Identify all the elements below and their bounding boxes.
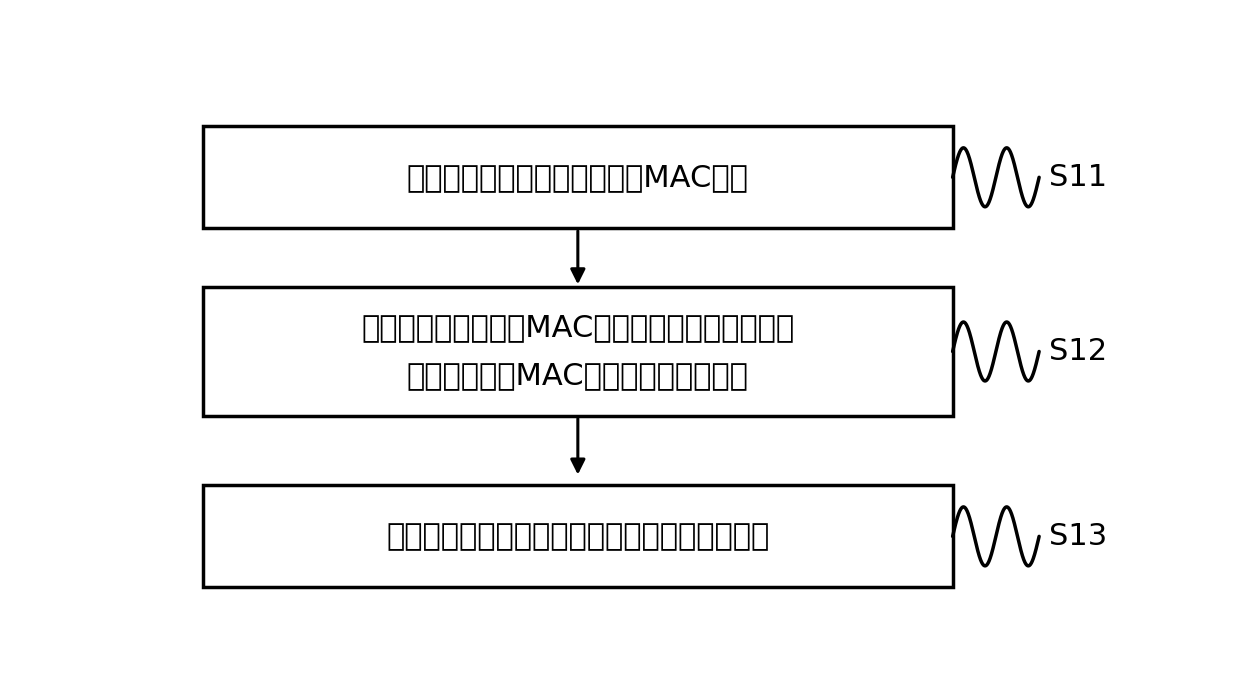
Text: S13: S13 [1049, 522, 1107, 551]
Text: 根据所述设备信息确定所述终端设备的关联频段: 根据所述设备信息确定所述终端设备的关联频段 [386, 522, 770, 551]
Text: S12: S12 [1049, 337, 1107, 366]
Bar [203, 486, 952, 587]
Text: 确定终端设备的媒体访问控制MAC地址: 确定终端设备的媒体访问控制MAC地址 [407, 163, 749, 192]
Bar [203, 127, 952, 228]
Text: 通过查询预先存储的MAC地址与设备信息的对应关
系，确定所述MAC地址对应的设备信息: 通过查询预先存储的MAC地址与设备信息的对应关 系，确定所述MAC地址对应的设备… [361, 313, 795, 390]
Text: S11: S11 [1049, 163, 1107, 192]
Bar [203, 287, 952, 416]
